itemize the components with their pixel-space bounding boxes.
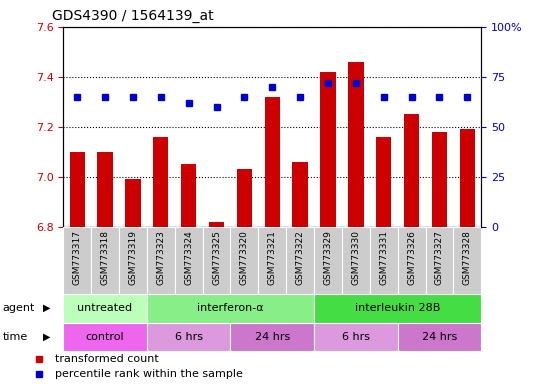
Bar [125,179,141,227]
Bar [153,137,168,227]
Text: untreated: untreated [78,303,133,313]
Text: GSM773322: GSM773322 [295,230,305,285]
Text: interleukin 28B: interleukin 28B [355,303,441,313]
Bar [230,323,314,351]
Text: GSM773317: GSM773317 [73,230,82,285]
Bar [202,227,230,294]
Text: transformed count: transformed count [55,354,159,364]
Text: 24 hrs: 24 hrs [422,332,457,342]
Bar [293,162,308,227]
Text: GSM773321: GSM773321 [268,230,277,285]
Bar [63,294,147,323]
Bar [348,62,364,227]
Text: ▶: ▶ [43,332,51,342]
Text: 6 hrs: 6 hrs [175,332,202,342]
Bar [236,169,252,227]
Bar [314,323,398,351]
Bar [258,227,286,294]
Text: GSM773326: GSM773326 [407,230,416,285]
Bar [286,227,314,294]
Bar [181,164,196,227]
Text: percentile rank within the sample: percentile rank within the sample [55,369,243,379]
Text: GSM773330: GSM773330 [351,230,360,285]
Bar [432,132,447,227]
Bar [91,227,119,294]
Bar [376,137,392,227]
Bar [265,97,280,227]
Text: GSM773328: GSM773328 [463,230,472,285]
Bar [63,323,147,351]
Bar [119,227,147,294]
Bar [230,227,258,294]
Bar [398,323,481,351]
Bar [97,152,113,227]
Bar [314,294,481,323]
Bar [426,227,453,294]
Text: ▶: ▶ [43,303,51,313]
Bar [453,227,481,294]
Bar [370,227,398,294]
Bar [460,129,475,227]
Bar [342,227,370,294]
Text: interferon-α: interferon-α [197,303,264,313]
Text: 24 hrs: 24 hrs [255,332,290,342]
Bar [320,72,336,227]
Bar [147,323,230,351]
Text: GSM773318: GSM773318 [101,230,109,285]
Text: agent: agent [3,303,35,313]
Text: GSM773320: GSM773320 [240,230,249,285]
Text: 6 hrs: 6 hrs [342,332,370,342]
Text: control: control [86,332,124,342]
Bar [398,227,426,294]
Text: GSM773327: GSM773327 [435,230,444,285]
Bar [147,294,314,323]
Text: GSM773329: GSM773329 [323,230,333,285]
Text: GSM773331: GSM773331 [379,230,388,285]
Text: GSM773319: GSM773319 [128,230,138,285]
Bar [63,227,91,294]
Bar [175,227,202,294]
Text: GSM773325: GSM773325 [212,230,221,285]
Bar [404,114,419,227]
Bar [314,227,342,294]
Bar [209,222,224,227]
Text: GSM773323: GSM773323 [156,230,166,285]
Bar [147,227,175,294]
Text: time: time [3,332,28,342]
Bar [69,152,85,227]
Text: GSM773324: GSM773324 [184,230,193,285]
Text: GDS4390 / 1564139_at: GDS4390 / 1564139_at [52,9,214,23]
